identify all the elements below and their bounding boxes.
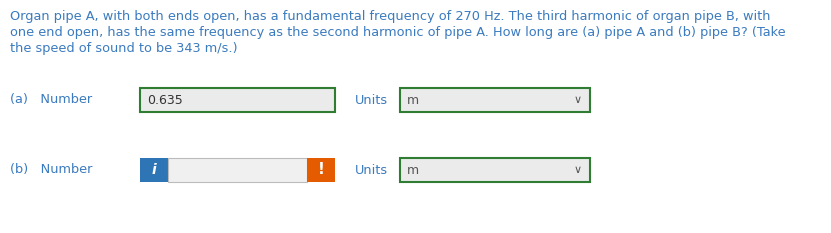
FancyBboxPatch shape xyxy=(400,158,590,182)
Text: Units: Units xyxy=(355,93,388,106)
Text: ∨: ∨ xyxy=(574,95,583,105)
Text: m: m xyxy=(407,164,419,177)
Text: the speed of sound to be 343 m/s.): the speed of sound to be 343 m/s.) xyxy=(10,42,238,55)
FancyBboxPatch shape xyxy=(307,158,335,182)
Text: (a)   Number: (a) Number xyxy=(10,93,92,106)
FancyBboxPatch shape xyxy=(140,158,168,182)
Text: ∨: ∨ xyxy=(574,165,583,175)
Text: Organ pipe A, with both ends open, has a fundamental frequency of 270 Hz. The th: Organ pipe A, with both ends open, has a… xyxy=(10,10,770,23)
Text: m: m xyxy=(407,93,419,106)
Text: one end open, has the same frequency as the second harmonic of pipe A. How long : one end open, has the same frequency as … xyxy=(10,26,785,39)
Text: !: ! xyxy=(317,162,324,178)
Text: (b)   Number: (b) Number xyxy=(10,164,92,177)
Text: 0.635: 0.635 xyxy=(147,93,183,106)
Text: i: i xyxy=(151,163,156,177)
FancyBboxPatch shape xyxy=(168,158,307,182)
Text: Units: Units xyxy=(355,164,388,177)
FancyBboxPatch shape xyxy=(140,88,335,112)
FancyBboxPatch shape xyxy=(400,88,590,112)
